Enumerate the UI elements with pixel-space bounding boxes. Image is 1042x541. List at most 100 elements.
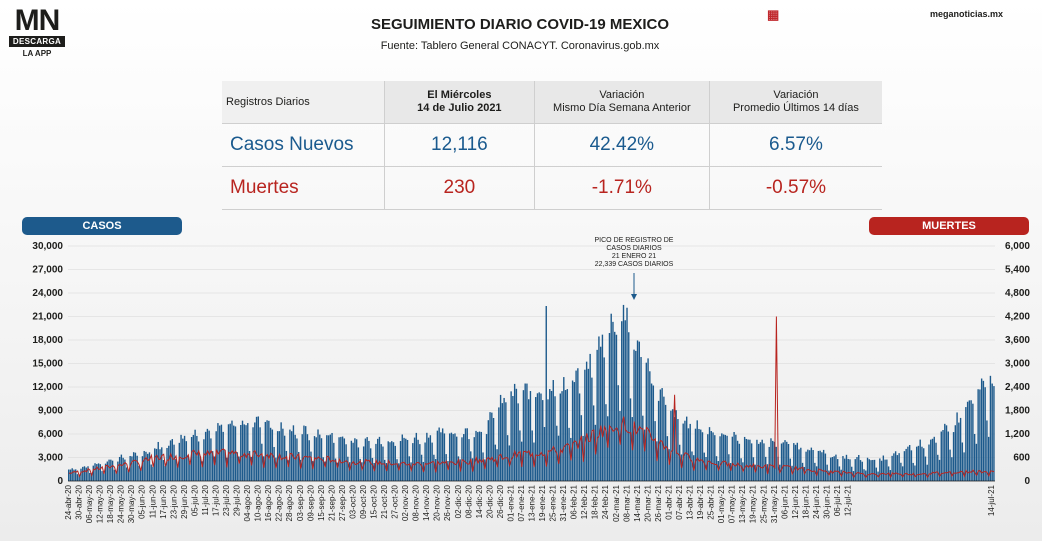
site-link[interactable]: meganoticias.mx <box>930 9 1004 19</box>
case-bar <box>900 462 902 481</box>
case-bar <box>78 475 80 481</box>
case-bar <box>810 447 813 481</box>
case-bar <box>959 417 962 481</box>
case-bar <box>424 442 426 481</box>
case-bar <box>865 470 867 481</box>
case-bar <box>786 441 788 481</box>
x-tick-label: 25-may-21 <box>759 484 768 523</box>
case-bar <box>354 438 356 481</box>
case-bar <box>678 444 681 481</box>
case-bar <box>399 441 402 481</box>
case-bar <box>829 457 832 481</box>
case-bar <box>492 417 495 481</box>
case-bar <box>940 431 942 481</box>
case-bar <box>708 427 711 481</box>
case-bar <box>82 466 84 481</box>
case-bar <box>645 362 648 481</box>
case-bar <box>522 390 525 481</box>
x-tick-label: 24-abr-20 <box>64 484 73 519</box>
case-bar <box>139 469 142 481</box>
case-bar <box>798 449 800 481</box>
case-bar <box>801 462 804 481</box>
x-tick-label: 27-oct-20 <box>391 484 400 518</box>
case-bar <box>619 411 621 481</box>
case-bar <box>740 458 742 481</box>
right-tick-label: 4,800 <box>1005 288 1030 299</box>
case-bar <box>901 466 904 481</box>
case-bar <box>621 321 623 481</box>
x-tick-label: 14-mar-21 <box>633 484 642 521</box>
logo[interactable]: MN DESCARGA LA APP <box>9 6 65 58</box>
case-bar <box>240 424 242 481</box>
header-date-text: El Miércoles 14 de Julio 2021 <box>417 89 502 114</box>
right-tick-label: 2,400 <box>1005 382 1030 393</box>
x-tick-label: 09-oct-20 <box>359 484 368 518</box>
case-bar <box>203 439 205 481</box>
case-bar <box>529 391 532 481</box>
case-bar <box>296 438 298 481</box>
case-bar <box>966 401 969 481</box>
case-bar <box>264 421 267 481</box>
case-bar <box>650 383 653 481</box>
x-tick-label: 07-abr-21 <box>675 484 684 519</box>
case-bar <box>113 469 116 481</box>
x-tick-label: 12-may-20 <box>96 484 105 523</box>
case-bar <box>550 390 553 481</box>
case-bar <box>903 451 906 481</box>
case-bar <box>896 455 899 481</box>
header-var-week-text: Variación Mismo Día Semana Anterior <box>553 89 691 114</box>
case-bar <box>408 456 410 481</box>
row-casos: Casos Nuevos 12,116 42.42% 6.57% <box>222 123 882 167</box>
case-bar <box>440 432 442 481</box>
case-bar <box>166 447 168 481</box>
left-tick-label: 12,000 <box>32 382 63 393</box>
x-tick-label: 01-abr-21 <box>664 484 673 519</box>
page-subtitle: Fuente: Tablero General CONACYT. Coronav… <box>380 40 660 52</box>
case-bar <box>366 437 368 481</box>
case-bar <box>389 442 391 481</box>
peak-annotation-text: 22,339 CASOS DIARIOS <box>595 261 674 268</box>
right-tick-label: 4,200 <box>1005 312 1030 323</box>
x-tick-label: 24-feb-21 <box>601 484 610 519</box>
case-bar <box>787 444 790 481</box>
case-bar <box>908 445 911 481</box>
case-bar <box>333 442 335 481</box>
case-bar <box>273 446 275 481</box>
case-bar <box>99 464 101 481</box>
case-bar <box>247 423 249 481</box>
x-tick-label: 12-feb-21 <box>580 484 589 519</box>
case-bar <box>94 463 96 481</box>
case-bar <box>348 462 351 481</box>
case-bar <box>656 441 658 481</box>
case-bar <box>463 434 465 481</box>
case-bar <box>189 462 191 481</box>
case-bar <box>131 456 133 481</box>
case-bar <box>310 451 312 481</box>
case-bar <box>603 357 605 481</box>
case-bar <box>568 427 570 481</box>
case-bar <box>915 446 918 481</box>
case-bar <box>148 452 151 481</box>
right-tick-label: 3,600 <box>1005 335 1030 346</box>
case-bar <box>83 466 86 481</box>
case-bar <box>747 439 749 481</box>
case-bar <box>305 426 307 481</box>
case-bar <box>68 469 70 481</box>
case-bar <box>735 434 737 481</box>
case-bar <box>468 439 470 481</box>
muertes-var-week: -1.71% <box>534 166 710 210</box>
x-tick-label: 02-nov-20 <box>401 484 410 521</box>
case-bar <box>403 437 405 481</box>
case-bar <box>194 429 196 481</box>
case-bar <box>592 405 595 481</box>
case-bar <box>457 456 460 481</box>
right-tick-label: 6,000 <box>1005 241 1030 252</box>
case-bar <box>608 333 611 481</box>
case-bar <box>573 382 576 481</box>
x-tick-label: 07-ene-21 <box>517 484 526 521</box>
left-tick-label: 30,000 <box>32 241 63 252</box>
case-bar <box>724 434 727 481</box>
case-bar <box>584 369 586 481</box>
case-bar <box>480 431 482 481</box>
logo-mark: MN <box>14 4 61 37</box>
